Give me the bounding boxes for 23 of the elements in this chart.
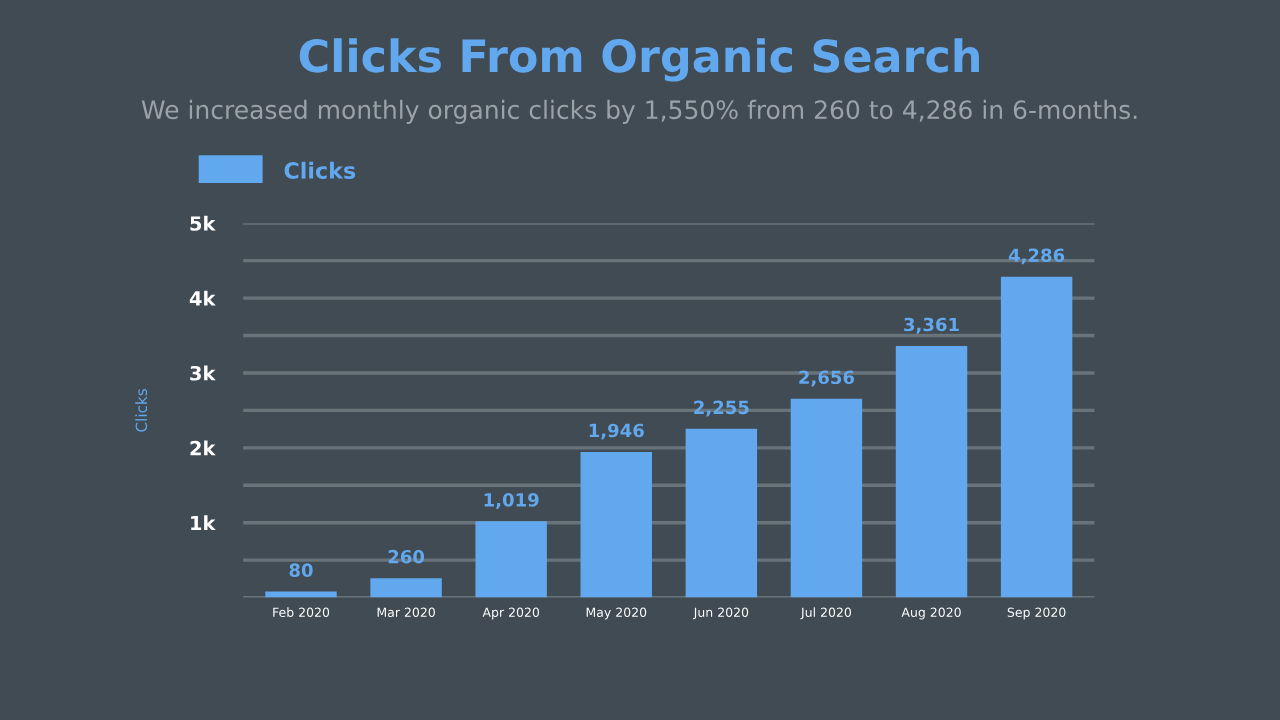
y-tick-label: 5k (190, 215, 216, 231)
data-label: 4,286 (1008, 248, 1065, 265)
data-label: 1,019 (484, 493, 539, 509)
y-tick-label: 1k (191, 515, 216, 531)
data-label: 3,361 (904, 317, 959, 334)
bar (475, 521, 547, 598)
data-label: 2,656 (799, 370, 855, 387)
data-label: 80 (289, 563, 313, 577)
bar (580, 451, 652, 598)
legend-label: Clicks (284, 161, 356, 179)
bar (790, 398, 863, 598)
data-label: 2,255 (694, 400, 749, 417)
chart-title: Clicks From Organic Search (299, 38, 979, 82)
bar (370, 578, 442, 598)
bar (685, 428, 758, 598)
bar (1000, 276, 1073, 598)
data-label: 260 (388, 549, 425, 564)
data-label: 1,946 (589, 423, 644, 440)
bar (895, 345, 968, 598)
y-tick-label: 3k (190, 365, 216, 381)
y-tick-label: 4k (189, 290, 216, 306)
y-tick-label: 2k (190, 440, 216, 456)
chart-subtitle: We increased monthly organic clicks by 1,550% from 260 to 4,286 in 6-months. (141, 99, 1137, 124)
